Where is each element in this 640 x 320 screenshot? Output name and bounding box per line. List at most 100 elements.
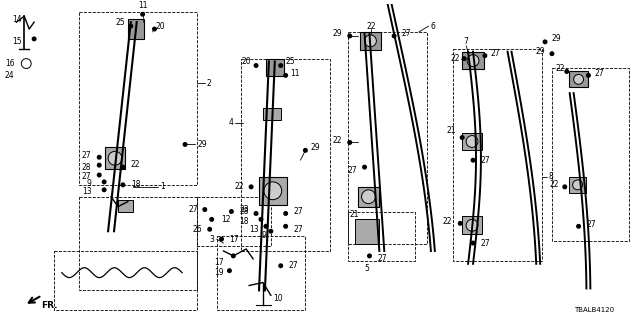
Bar: [462, 132, 482, 150]
Text: 24: 24: [4, 71, 15, 80]
Circle shape: [269, 229, 273, 233]
Circle shape: [210, 218, 214, 221]
Text: 20: 20: [241, 57, 251, 66]
Circle shape: [102, 188, 106, 192]
Circle shape: [108, 151, 122, 165]
Text: 27: 27: [491, 49, 500, 58]
Text: 23: 23: [239, 205, 249, 214]
Bar: [552, 68, 629, 241]
Text: 27: 27: [188, 205, 198, 214]
Circle shape: [363, 165, 366, 169]
Text: 25: 25: [285, 57, 295, 66]
Text: 29: 29: [552, 35, 561, 44]
Circle shape: [565, 70, 568, 73]
Text: 22: 22: [451, 54, 460, 63]
Text: 27: 27: [481, 239, 490, 248]
Bar: [360, 32, 381, 50]
Circle shape: [208, 228, 211, 231]
Text: 21: 21: [349, 210, 359, 219]
Circle shape: [279, 64, 282, 67]
Circle shape: [264, 225, 268, 228]
Bar: [355, 220, 380, 244]
Text: 27: 27: [401, 29, 411, 38]
Text: 27: 27: [294, 225, 303, 234]
Circle shape: [230, 210, 233, 213]
Text: 25: 25: [115, 18, 125, 27]
Bar: [197, 197, 271, 246]
Text: TBALB4120: TBALB4120: [574, 307, 614, 313]
Text: 27: 27: [595, 69, 604, 78]
Circle shape: [121, 183, 125, 187]
Circle shape: [550, 52, 554, 55]
Circle shape: [467, 55, 479, 67]
Bar: [358, 187, 380, 207]
Circle shape: [573, 180, 582, 190]
Text: 15: 15: [13, 37, 22, 46]
Circle shape: [220, 237, 223, 241]
Bar: [118, 200, 132, 212]
Bar: [54, 251, 197, 310]
Circle shape: [471, 158, 475, 162]
Circle shape: [368, 254, 371, 258]
Bar: [462, 52, 484, 69]
Text: 2: 2: [207, 79, 211, 88]
Text: 22: 22: [332, 136, 342, 145]
Circle shape: [21, 59, 31, 68]
Circle shape: [392, 34, 396, 38]
Bar: [105, 148, 125, 169]
Circle shape: [563, 185, 566, 188]
Bar: [263, 108, 281, 120]
Text: 13: 13: [250, 225, 259, 234]
Circle shape: [577, 225, 580, 228]
Text: 29: 29: [332, 29, 342, 38]
Text: 18: 18: [239, 217, 249, 226]
Circle shape: [129, 24, 132, 28]
Circle shape: [466, 220, 478, 231]
Circle shape: [279, 264, 282, 268]
Text: 28: 28: [82, 163, 92, 172]
Bar: [79, 197, 197, 291]
Circle shape: [33, 37, 36, 41]
Text: 26: 26: [192, 225, 202, 234]
Circle shape: [284, 74, 287, 77]
Bar: [259, 177, 287, 204]
Circle shape: [284, 225, 287, 228]
Text: 17: 17: [229, 235, 239, 244]
Text: 27: 27: [289, 261, 298, 270]
Circle shape: [228, 269, 231, 272]
Circle shape: [203, 208, 207, 211]
Text: 29: 29: [310, 143, 320, 152]
Bar: [569, 177, 586, 193]
Bar: [266, 59, 284, 76]
Circle shape: [284, 212, 287, 215]
Text: 29: 29: [198, 140, 207, 149]
Text: 12: 12: [221, 215, 231, 224]
Circle shape: [587, 74, 590, 77]
Circle shape: [483, 54, 486, 58]
Circle shape: [121, 165, 125, 169]
Text: 27: 27: [294, 207, 303, 216]
Circle shape: [259, 218, 263, 221]
Text: 16: 16: [4, 59, 15, 68]
Bar: [128, 19, 143, 39]
Text: 20: 20: [156, 21, 165, 31]
Circle shape: [362, 190, 376, 204]
Bar: [216, 236, 305, 310]
Circle shape: [303, 148, 307, 152]
Text: 10: 10: [273, 294, 282, 303]
Text: 22: 22: [367, 21, 376, 31]
Bar: [453, 49, 542, 261]
Text: 11: 11: [291, 69, 300, 78]
Circle shape: [573, 75, 584, 84]
Circle shape: [466, 136, 478, 148]
Circle shape: [348, 34, 351, 38]
Circle shape: [458, 221, 462, 225]
Text: 14: 14: [12, 15, 22, 24]
Text: 27: 27: [347, 165, 356, 175]
Circle shape: [543, 40, 547, 44]
Bar: [348, 212, 415, 261]
Text: 7: 7: [464, 37, 468, 46]
Circle shape: [462, 57, 466, 60]
Circle shape: [471, 241, 475, 245]
Circle shape: [97, 156, 101, 159]
